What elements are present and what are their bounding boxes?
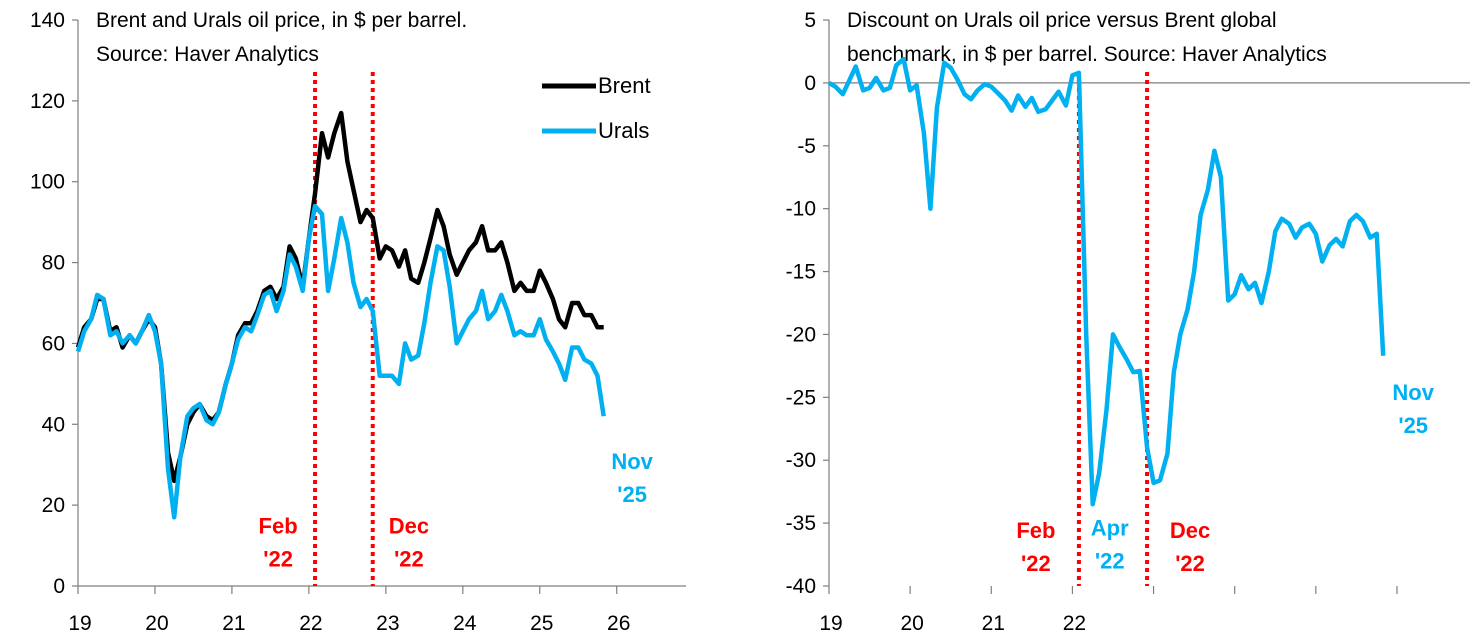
x-tick-label: 21 (982, 612, 1005, 635)
annotation-label: Nov (611, 449, 653, 474)
y-tick-label: -10 (786, 198, 816, 221)
y-tick-label: -30 (786, 449, 816, 472)
y-tick-label: 0 (53, 575, 65, 598)
annotation-label: '22 (1021, 551, 1051, 576)
y-tick-label: 100 (30, 171, 65, 194)
series-line-brent (75, 110, 604, 484)
annotation-label: '22 (1095, 549, 1125, 574)
x-tick-label: 19 (68, 612, 91, 635)
x-tick-label: 22 (1063, 612, 1086, 635)
annotation-label: Apr (1091, 516, 1129, 541)
annotation-label: Dec (389, 513, 429, 538)
annotation-label: '25 (617, 482, 647, 507)
y-tick-label: -25 (786, 386, 816, 409)
chart-title-line: Source: Haver Analytics (96, 43, 319, 66)
x-tick-label: 21 (222, 612, 245, 635)
annotation-label: Feb (1016, 518, 1055, 543)
y-tick-label: -35 (786, 512, 816, 535)
x-tick-label: 22 (299, 612, 322, 635)
y-tick-label: -20 (786, 323, 816, 346)
y-tick-label: 60 (42, 332, 65, 355)
y-tick-label: 20 (42, 494, 65, 517)
x-tick-label: 24 (453, 612, 477, 635)
y-tick-label: 80 (42, 252, 65, 275)
y-tick-label: 120 (30, 90, 65, 113)
chart-title-line: benchmark, in $ per barrel. Source: Have… (847, 43, 1327, 66)
series-line-discount (827, 56, 1386, 507)
x-tick-label: 25 (530, 612, 553, 635)
annotation-label: Nov (1392, 380, 1434, 405)
annotation-label: '25 (1398, 413, 1428, 438)
y-tick-label: 0 (804, 72, 816, 95)
legend-label: Brent (598, 73, 651, 98)
y-tick-label: -5 (797, 135, 816, 158)
y-tick-label: 5 (804, 9, 816, 32)
y-tick-label: -40 (786, 575, 816, 598)
x-tick-label: 26 (607, 612, 630, 635)
x-tick-label: 20 (900, 612, 923, 635)
x-tick-label: 23 (376, 612, 399, 635)
annotation-label: '22 (263, 546, 293, 571)
legend-label: Urals (598, 118, 649, 143)
annotation-label: Dec (1170, 518, 1210, 543)
x-tick-label: 19 (819, 612, 842, 635)
y-tick-label: 40 (42, 413, 65, 436)
series-line-urals (75, 203, 606, 520)
chart-left: 0 20 40 60 80 100 120 140 19 20 21 22 23 24 25 26 Brent … (30, 9, 686, 635)
chart-title-line: Discount on Urals oil price versus Brent… (847, 9, 1277, 32)
annotation-label: Feb (259, 513, 298, 538)
y-tick-label: -15 (786, 261, 816, 284)
y-tick-label: 140 (30, 9, 65, 32)
annotation-label: '22 (394, 546, 424, 571)
x-tick-label: 20 (145, 612, 168, 635)
chart-title-line: Brent and Urals oil price, in $ per barr… (96, 9, 467, 32)
annotation-label: '22 (1175, 551, 1205, 576)
